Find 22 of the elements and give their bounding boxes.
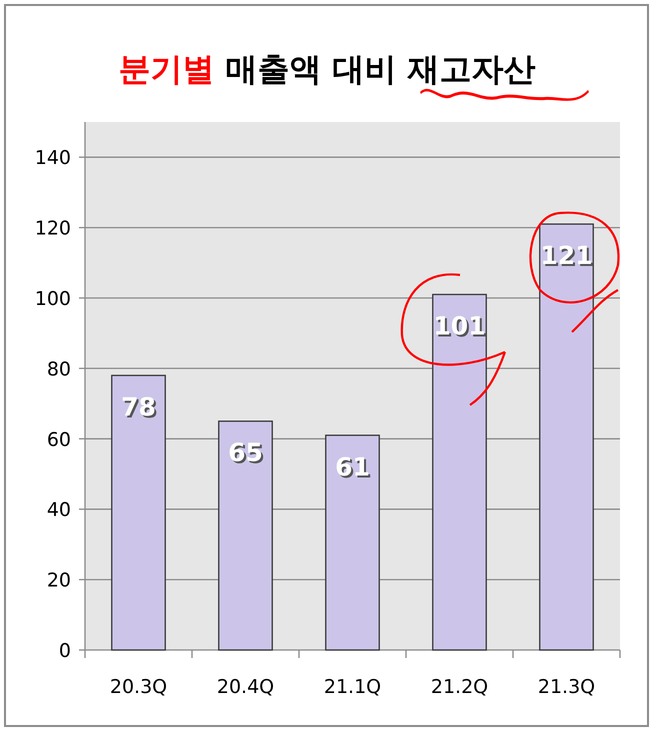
chart-title: 분기별 매출액 대비 재고자산	[118, 50, 536, 88]
y-tick-label: 80	[46, 358, 71, 380]
y-tick-label: 40	[46, 499, 71, 522]
bar	[111, 374, 166, 651]
x-tick-label: 21.2Q	[430, 676, 488, 698]
y-tick-label: 20	[46, 570, 71, 592]
data-label: 78	[121, 392, 156, 422]
bar	[218, 420, 273, 651]
data-label: 101	[433, 311, 486, 340]
y-tick-label: 60	[46, 428, 71, 451]
y-tick-label: 120	[34, 218, 71, 240]
x-tick-label: 21.1Q	[324, 676, 382, 698]
x-tick-label: 20.3Q	[110, 676, 168, 698]
bar	[432, 294, 487, 651]
y-tick-label: 140	[34, 147, 71, 170]
data-label: 61	[335, 452, 370, 482]
data-label: 65	[228, 438, 263, 468]
x-tick-label: 21.3Q	[538, 676, 596, 698]
bar	[325, 434, 380, 651]
x-tick-label: 20.4Q	[216, 676, 274, 698]
y-tick-label: 100	[34, 288, 71, 310]
y-tick-label: 0	[58, 640, 71, 662]
